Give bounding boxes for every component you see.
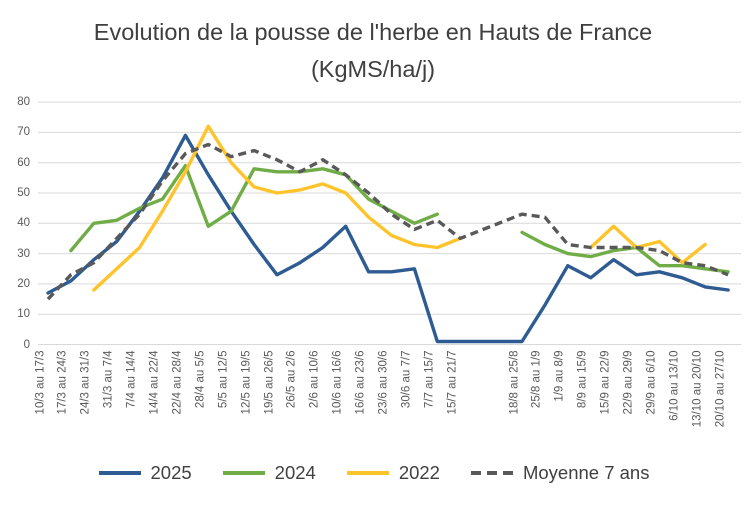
series-line-2022 xyxy=(589,224,707,265)
series-line-moyenne-7-ans xyxy=(46,142,729,301)
x-axis-label: 20/10 au 27/10 xyxy=(714,350,727,428)
x-axis-label: 2/6 au 10/6 xyxy=(308,350,321,409)
y-axis-label: 0 xyxy=(23,338,30,351)
x-axis-label: 24/3 au 31/3 xyxy=(79,350,92,415)
y-axis-label: 10 xyxy=(17,308,30,321)
series-line-2024 xyxy=(69,163,439,253)
x-axis-label: 19/5 au 26/5 xyxy=(263,350,275,415)
y-axis-label: 40 xyxy=(17,217,30,230)
legend-item-moyenne-7-ans: Moyenne 7 ans xyxy=(470,462,650,484)
x-axis-label: 10/6 au 16/6 xyxy=(331,350,344,415)
x-axis-label: 1/9 au 8/9 xyxy=(553,350,566,402)
y-axis-label: 50 xyxy=(17,187,30,199)
x-axis-label: 30/6 au 7/7 xyxy=(400,350,413,409)
x-axis-label: 7/7 au 15/7 xyxy=(423,350,436,409)
y-axis-label: 80 xyxy=(17,96,30,109)
x-axis-label: 26/5 au 2/6 xyxy=(285,350,298,409)
x-axis-label: 14/4 au 22/4 xyxy=(148,350,161,415)
y-axis-label: 30 xyxy=(17,247,30,260)
x-axis-label: 31/3 au 7/4 xyxy=(102,350,115,409)
x-axis-label: 18/8 au 25/8 xyxy=(508,350,521,415)
x-axis-label: 13/10 au 20/10 xyxy=(691,350,704,428)
x-axis-label: 7/4 au 14/4 xyxy=(125,350,138,409)
legend-label: 2024 xyxy=(274,462,316,483)
legend-item-2022: 2022 xyxy=(346,462,440,484)
y-axis-label: 70 xyxy=(17,126,30,139)
x-axis-label: 16/6 au 23/6 xyxy=(354,350,367,415)
x-axis-label: 10/3 au 17/3 xyxy=(34,350,46,415)
x-axis-label: 5/5 au 12/5 xyxy=(217,350,230,409)
x-axis-label: 25/8 au 1/9 xyxy=(530,350,543,409)
legend: 2025 2024 2022 Moyenne 7 ans xyxy=(0,462,747,484)
x-axis-label: 6/10 au 13/10 xyxy=(668,350,681,421)
y-axis-label: 60 xyxy=(17,156,30,169)
x-axis-label: 29/9 au 6/10 xyxy=(645,350,658,415)
x-axis-label: 15/7 au 21/7 xyxy=(446,350,459,415)
x-axis-label: 28/4 au 5/5 xyxy=(194,350,207,409)
x-axis-label: 23/6 au 30/6 xyxy=(377,350,390,415)
x-axis-label: 8/9 au 15/9 xyxy=(576,350,589,409)
x-axis-label: 22/9 au 29/9 xyxy=(622,350,635,415)
legend-item-2024: 2024 xyxy=(222,462,316,484)
y-axis-label: 20 xyxy=(17,277,30,290)
x-axis-label: 15/9 au 22/9 xyxy=(599,350,612,415)
chart-title: Evolution de la pousse de l'herbe en Hau… xyxy=(93,19,653,82)
x-axis-label: 22/4 au 28/4 xyxy=(171,350,184,415)
legend-label: 2022 xyxy=(398,462,440,483)
x-axis-label: 12/5 au 19/5 xyxy=(240,350,253,415)
legend-label: Moyenne 7 ans xyxy=(522,462,650,483)
series-line-2022 xyxy=(92,124,462,292)
x-axis-label: 17/3 au 24/3 xyxy=(56,350,69,415)
legend-item-2025: 2025 xyxy=(98,462,192,484)
series-line-2025 xyxy=(46,133,730,344)
legend-label: 2025 xyxy=(150,462,192,483)
